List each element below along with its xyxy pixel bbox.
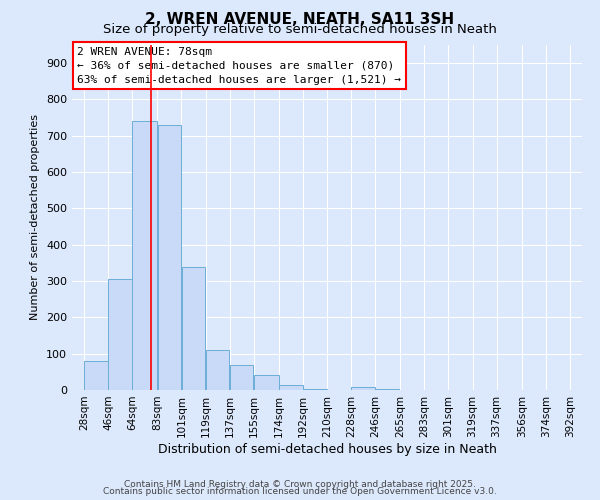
Text: Contains public sector information licensed under the Open Government Licence v3: Contains public sector information licen… <box>103 487 497 496</box>
Bar <box>158 125 181 390</box>
Bar <box>254 376 278 390</box>
Bar <box>206 350 229 390</box>
Text: Size of property relative to semi-detached houses in Neath: Size of property relative to semi-detach… <box>103 22 497 36</box>
Bar <box>352 387 375 390</box>
Bar <box>279 386 302 390</box>
Bar <box>109 278 132 390</box>
Bar <box>85 361 108 390</box>
Bar <box>230 366 253 390</box>
Text: Contains HM Land Registry data © Crown copyright and database right 2025.: Contains HM Land Registry data © Crown c… <box>124 480 476 489</box>
Bar <box>182 266 205 390</box>
X-axis label: Distribution of semi-detached houses by size in Neath: Distribution of semi-detached houses by … <box>158 442 496 456</box>
Y-axis label: Number of semi-detached properties: Number of semi-detached properties <box>31 114 40 320</box>
Bar <box>376 389 399 390</box>
Text: 2, WREN AVENUE, NEATH, SA11 3SH: 2, WREN AVENUE, NEATH, SA11 3SH <box>145 12 455 28</box>
Text: 2 WREN AVENUE: 78sqm
← 36% of semi-detached houses are smaller (870)
63% of semi: 2 WREN AVENUE: 78sqm ← 36% of semi-detac… <box>77 46 401 84</box>
Bar <box>133 120 157 390</box>
